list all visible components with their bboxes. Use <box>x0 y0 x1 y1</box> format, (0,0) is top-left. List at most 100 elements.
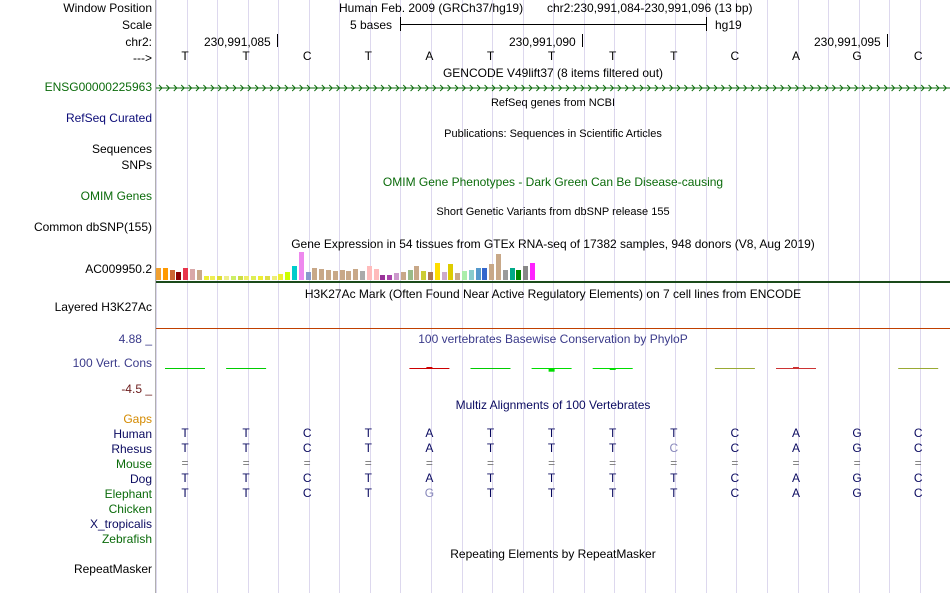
gencode-gene-feature[interactable] <box>156 82 950 94</box>
species-label-rhesus[interactable]: Rhesus <box>111 442 152 456</box>
alignment-base: T <box>547 441 556 455</box>
phylop-graph[interactable] <box>156 348 950 388</box>
phylop-score-bar[interactable] <box>793 367 799 368</box>
gtex-tissue-bar[interactable] <box>298 252 304 280</box>
species-label-dog[interactable]: Dog <box>129 472 152 486</box>
gtex-tissue-bar[interactable] <box>421 271 427 280</box>
gtex-tissue-bar[interactable] <box>183 268 189 280</box>
gtex-tissue-bar[interactable] <box>169 270 175 280</box>
gtex-tissue-bar[interactable] <box>496 254 501 280</box>
phylop-score-bar[interactable] <box>548 368 555 372</box>
gtex-tissue-bar[interactable] <box>332 271 338 280</box>
gtex-tissue-bar[interactable] <box>455 273 461 280</box>
gtex-tissue-bar[interactable] <box>271 276 277 280</box>
phylop-score-bar[interactable] <box>915 368 922 369</box>
gtex-tissue-bar[interactable] <box>462 271 467 280</box>
gtex-tissue-bar[interactable] <box>373 269 379 280</box>
gtex-tissue-bar[interactable] <box>448 264 454 280</box>
gtex-tissue-bar[interactable] <box>156 268 161 280</box>
gtex-tissue-bar[interactable] <box>387 275 393 280</box>
gtex-tissue-bar[interactable] <box>380 275 386 280</box>
species-label-elephant[interactable]: Elephant <box>104 487 152 501</box>
gtex-tissue-bar[interactable] <box>230 276 236 280</box>
strand-chevron <box>913 84 918 92</box>
strand-chevron <box>195 84 200 92</box>
gtex-tissue-bar[interactable] <box>224 276 229 280</box>
phylop-score-bar[interactable] <box>182 368 188 369</box>
gtex-tissue-bar[interactable] <box>176 272 182 280</box>
gtex-tissue-bar[interactable] <box>162 268 168 280</box>
gtex-tissue-bar[interactable] <box>326 270 331 280</box>
gtex-tissue-bar[interactable] <box>509 268 515 280</box>
gtex-tissue-bar[interactable] <box>237 276 243 280</box>
gtex-tissue-bar[interactable] <box>217 276 223 280</box>
gtex-tissue-bar[interactable] <box>264 276 270 280</box>
track-image-area[interactable]: Human Feb. 2009 (GRCh37/hg19) chr2:230,9… <box>156 0 950 593</box>
gtex-tissue-bar[interactable] <box>312 268 318 280</box>
pubs-sequences-label[interactable]: Sequences <box>91 142 152 156</box>
strand-chevron <box>558 84 563 92</box>
phylop-score-bar[interactable] <box>426 367 433 368</box>
gtex-tissue-bar[interactable] <box>210 276 216 280</box>
species-label-zebrafish[interactable]: Zebrafish <box>101 532 152 546</box>
gtex-tissue-bar[interactable] <box>278 274 284 280</box>
refseq-track-label[interactable]: RefSeq Curated <box>65 111 152 125</box>
gtex-tissue-bar[interactable] <box>441 272 447 280</box>
strand-chevron <box>854 84 859 92</box>
gtex-tissue-bar[interactable] <box>203 276 209 280</box>
gtex-tissue-bar[interactable] <box>339 270 345 280</box>
gtex-tissue-bar[interactable] <box>516 270 522 280</box>
phylop-track-title: 100 vertebrates Basewise Conservation by… <box>418 332 688 346</box>
dbsnp-track-label[interactable]: Common dbSNP(155) <box>33 220 152 234</box>
gtex-tissue-bar[interactable] <box>251 276 257 280</box>
h3k27ac-track-label[interactable]: Layered H3K27Ac <box>54 300 152 314</box>
gtex-tissue-bar[interactable] <box>366 266 372 280</box>
gtex-tissue-bar[interactable] <box>523 266 529 280</box>
gtex-tissue-bar[interactable] <box>407 270 413 280</box>
species-label-human[interactable]: Human <box>113 427 152 441</box>
phylop-score-bar[interactable] <box>243 368 250 369</box>
reference-base: T <box>242 49 250 63</box>
grid-line <box>675 0 676 593</box>
phylop-track-label[interactable]: 100 Vert. Cons <box>72 356 152 370</box>
pubs-snps-label[interactable]: SNPs <box>121 158 152 172</box>
gtex-tissue-bar[interactable] <box>400 272 406 280</box>
species-label-mouse[interactable]: Mouse <box>115 457 152 471</box>
gtex-tissue-bar[interactable] <box>353 269 359 280</box>
gtex-tissue-bar[interactable] <box>360 271 365 280</box>
gtex-tissue-bar[interactable] <box>394 273 399 280</box>
gtex-tissue-bar[interactable] <box>434 263 440 280</box>
gtex-tissue-bar[interactable] <box>482 268 488 280</box>
gtex-tissue-bar[interactable] <box>414 266 420 280</box>
grid-line <box>400 0 401 593</box>
gtex-tissue-bar[interactable] <box>305 272 311 280</box>
gtex-tissue-bar[interactable] <box>190 269 195 280</box>
phylop-score-bar[interactable] <box>609 368 616 370</box>
gtex-tissue-bar[interactable] <box>258 276 263 280</box>
strand-chevron <box>743 84 748 92</box>
gtex-tissue-bar[interactable] <box>196 270 202 280</box>
repeatmasker-track-title: Repeating Elements by RepeatMasker <box>450 547 656 561</box>
phylop-score-bar[interactable] <box>731 368 738 369</box>
species-label-x_tropicalis[interactable]: X_tropicalis <box>89 517 152 531</box>
strand-chevron <box>691 84 696 92</box>
gtex-tissue-bar[interactable] <box>346 271 352 280</box>
omim-track-label[interactable]: OMIM Genes <box>80 189 152 203</box>
gtex-tissue-bar[interactable] <box>428 272 433 280</box>
gtex-tissue-bar[interactable] <box>530 263 535 280</box>
repeatmasker-track-label[interactable]: RepeatMasker <box>73 562 152 576</box>
gtex-tissue-bar[interactable] <box>489 264 495 280</box>
phylop-score-bar[interactable] <box>487 368 494 369</box>
gtex-tissue-bar[interactable] <box>502 270 508 280</box>
species-label-chicken[interactable]: Chicken <box>108 502 152 516</box>
gtex-item-label[interactable]: AC009950.2 <box>85 262 152 276</box>
gtex-tissue-bar[interactable] <box>292 266 297 280</box>
gtex-tissue-bar[interactable] <box>475 268 481 280</box>
alignment-base: T <box>242 426 250 440</box>
gtex-tissue-bar[interactable] <box>468 270 474 280</box>
gtex-tissue-bar[interactable] <box>285 272 291 280</box>
gtex-tissue-bar[interactable] <box>319 269 325 280</box>
gtex-expression-bars[interactable] <box>156 252 556 280</box>
gtex-tissue-bar[interactable] <box>244 276 250 280</box>
gencode-item-label[interactable]: ENSG00000225963 <box>44 80 152 94</box>
